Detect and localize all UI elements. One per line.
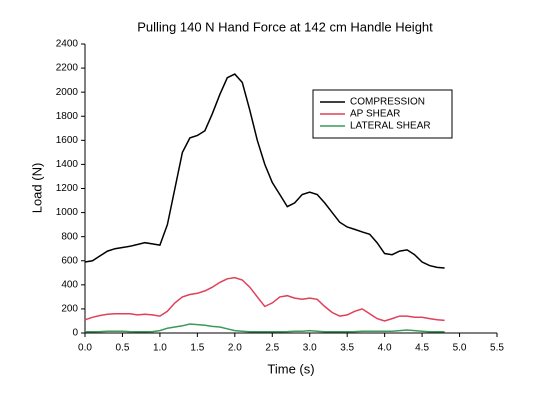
y-tick-label: 1000 bbox=[56, 207, 79, 218]
y-tick-label: 1800 bbox=[56, 111, 79, 122]
x-tick-label: 0.0 bbox=[78, 343, 92, 354]
y-tick-label: 200 bbox=[61, 304, 78, 315]
series-line bbox=[84, 276, 445, 322]
y-axis-title: Load (N) bbox=[29, 163, 44, 214]
y-tick-label: 2400 bbox=[56, 39, 79, 50]
y-tick-label: 1600 bbox=[56, 135, 79, 146]
y-tick-label: 600 bbox=[61, 255, 78, 266]
series-line bbox=[85, 323, 445, 333]
y-tick-label: 1400 bbox=[56, 159, 79, 170]
x-tick-label: 2.0 bbox=[228, 343, 242, 354]
x-tick-label: 3.5 bbox=[340, 343, 354, 354]
x-tick-label: 0.5 bbox=[116, 343, 130, 354]
y-tick-label: 0 bbox=[72, 328, 78, 339]
legend-label: AP SHEAR bbox=[350, 109, 400, 120]
x-tick-label: 5.0 bbox=[453, 343, 467, 354]
y-tick-label: 2000 bbox=[56, 87, 79, 98]
x-tick-label: 1.0 bbox=[153, 343, 167, 354]
y-tick-label: 800 bbox=[61, 231, 78, 242]
x-axis-title: Time (s) bbox=[267, 361, 314, 376]
x-tick-label: 3.0 bbox=[303, 343, 317, 354]
x-tick-label: 4.0 bbox=[378, 343, 392, 354]
x-tick-label: 2.5 bbox=[265, 343, 279, 354]
y-tick-label: 2200 bbox=[56, 63, 79, 74]
series-line bbox=[84, 73, 445, 269]
legend-label: COMPRESSION bbox=[350, 97, 425, 108]
y-tick-label: 1200 bbox=[56, 183, 79, 194]
x-tick-label: 5.5 bbox=[490, 343, 504, 354]
y-tick-label: 400 bbox=[61, 279, 78, 290]
chart-title: Pulling 140 N Hand Force at 142 cm Handl… bbox=[137, 19, 433, 34]
x-tick-label: 1.5 bbox=[190, 343, 204, 354]
legend-label: LATERAL SHEAR bbox=[350, 121, 431, 132]
x-tick-label: 4.5 bbox=[415, 343, 429, 354]
